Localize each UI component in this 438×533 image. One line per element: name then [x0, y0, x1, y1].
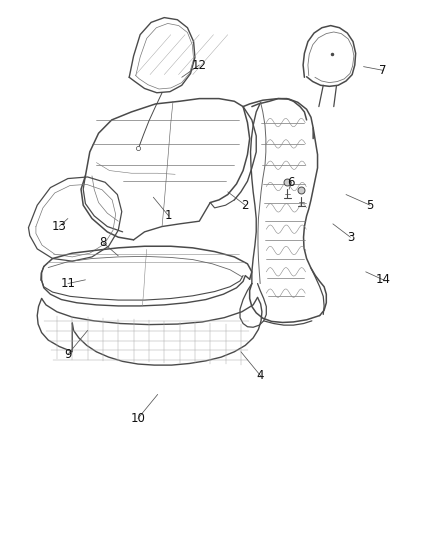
Text: 12: 12: [192, 59, 207, 71]
Text: 2: 2: [241, 199, 249, 212]
Text: 10: 10: [131, 412, 145, 425]
Text: 11: 11: [60, 277, 75, 290]
Text: 5: 5: [367, 199, 374, 212]
Text: 1: 1: [165, 209, 173, 222]
Text: 14: 14: [376, 273, 391, 286]
Text: 8: 8: [99, 236, 106, 249]
Text: 13: 13: [52, 220, 67, 233]
Text: 9: 9: [64, 348, 72, 361]
Text: 7: 7: [379, 64, 387, 77]
Text: 6: 6: [287, 176, 295, 189]
Text: 4: 4: [257, 369, 265, 382]
Text: 3: 3: [347, 231, 354, 244]
